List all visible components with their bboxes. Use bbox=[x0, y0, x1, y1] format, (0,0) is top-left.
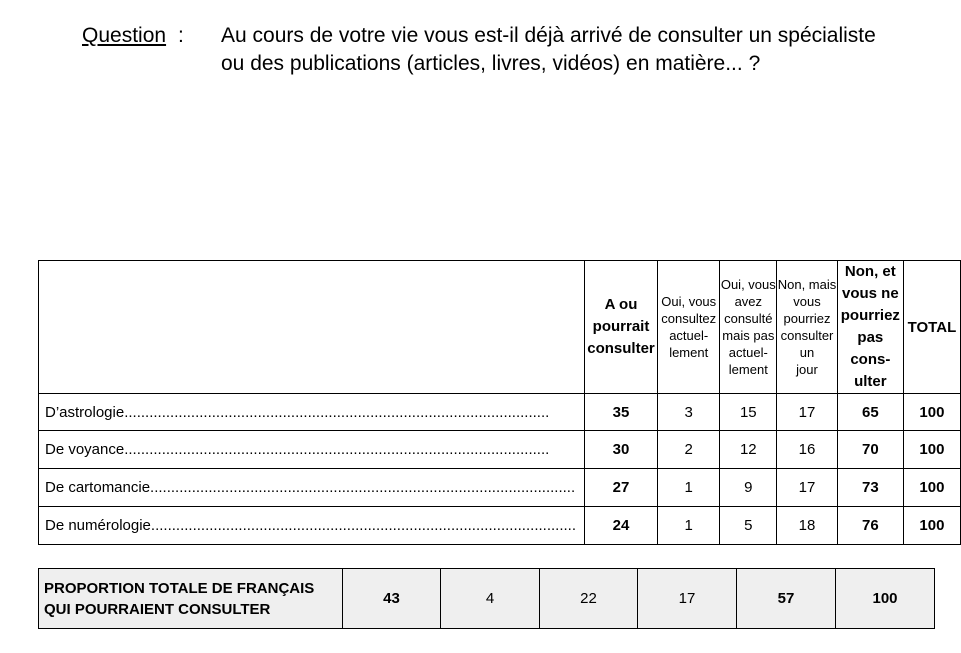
cell-value: 73 bbox=[836, 468, 904, 507]
total-row-label: PROPORTION TOTALE DE FRANÇAIS QUI POURRA… bbox=[38, 568, 343, 629]
cell-value: 12 bbox=[719, 430, 778, 469]
row-label: De numérologie bbox=[38, 506, 585, 545]
table-row: De cartomancie 27 1 9 17 73 100 bbox=[38, 468, 961, 507]
cell-value: 15 bbox=[719, 393, 778, 431]
total-cell-value: 22 bbox=[539, 568, 638, 629]
total-table: PROPORTION TOTALE DE FRANÇAIS QUI POURRA… bbox=[38, 568, 935, 629]
header-might-consult: Non, mais vous pourriez consulter un jou… bbox=[776, 260, 838, 394]
cell-value: 24 bbox=[584, 506, 658, 545]
header-line: lement bbox=[669, 345, 709, 360]
header-line: vous pourriez bbox=[783, 294, 831, 326]
results-table: A ou pourrait consulter Oui, vous consul… bbox=[38, 260, 961, 545]
cell-value: 1 bbox=[656, 468, 721, 507]
header-line: actuel- bbox=[669, 328, 709, 343]
cell-value: 16 bbox=[776, 430, 838, 469]
header-line: consultez bbox=[661, 311, 717, 326]
cell-value: 2 bbox=[656, 430, 721, 469]
cell-value: 30 bbox=[584, 430, 658, 469]
header-could-consult: A ou pourrait consulter bbox=[584, 260, 658, 394]
header-line: Non, et bbox=[844, 263, 896, 280]
row-label-text: D’astrologie bbox=[45, 403, 125, 421]
total-cell-value: 57 bbox=[736, 568, 836, 629]
table-row: D’astrologie 35 3 15 17 65 100 bbox=[38, 393, 961, 431]
total-row: PROPORTION TOTALE DE FRANÇAIS QUI POURRA… bbox=[38, 568, 935, 629]
header-corner bbox=[38, 260, 585, 394]
cell-value: 70 bbox=[836, 430, 904, 469]
total-label-line-2: QUI POURRAIENT CONSULTER bbox=[44, 600, 271, 618]
cell-value: 1 bbox=[656, 506, 721, 545]
header-line: Oui, vous bbox=[661, 294, 717, 309]
header-line: pourrait bbox=[592, 318, 650, 335]
question-colon: : bbox=[178, 24, 184, 47]
table-row: De numérologie 24 1 5 18 76 100 bbox=[38, 506, 961, 545]
cell-value: 27 bbox=[584, 468, 658, 507]
row-label-text: De cartomancie bbox=[45, 479, 151, 496]
header-line: jour bbox=[796, 362, 818, 377]
cell-value: 3 bbox=[656, 393, 721, 431]
header-total: TOTAL bbox=[902, 260, 961, 394]
leader-dots bbox=[124, 441, 576, 458]
header-line: Oui, vous bbox=[720, 277, 776, 292]
header-currently-consult: Oui, vous consultez actuel- lement bbox=[656, 260, 721, 394]
cell-value: 100 bbox=[902, 468, 961, 507]
row-label: De cartomancie bbox=[38, 468, 585, 507]
cell-value: 100 bbox=[902, 393, 961, 431]
header-row: A ou pourrait consulter Oui, vous consul… bbox=[38, 260, 961, 394]
table-row: De voyance 30 2 12 16 70 100 bbox=[38, 430, 961, 469]
total-cell-value: 43 bbox=[342, 568, 441, 629]
cell-value: 17 bbox=[776, 393, 838, 431]
question-label: Question bbox=[82, 24, 167, 47]
header-consulted-before: Oui, vous avez consulté mais pas actuel-… bbox=[719, 260, 778, 394]
header-line: vous ne bbox=[842, 285, 899, 302]
total-cell-value: 100 bbox=[835, 568, 935, 629]
row-label-text: De numérologie bbox=[45, 517, 151, 534]
cell-value: 65 bbox=[836, 393, 904, 431]
cell-value: 17 bbox=[776, 468, 838, 507]
cell-value: 35 bbox=[584, 393, 658, 431]
cell-value: 5 bbox=[719, 506, 778, 545]
header-line: consulter bbox=[587, 340, 655, 357]
header-line: A ou bbox=[604, 296, 638, 313]
row-label: D’astrologie bbox=[38, 393, 585, 431]
leader-dots bbox=[151, 517, 576, 534]
cell-value: 100 bbox=[902, 430, 961, 469]
total-cell-value: 4 bbox=[440, 568, 540, 629]
header-line: avez consulté bbox=[724, 294, 773, 326]
header-line: consulter un bbox=[780, 328, 834, 360]
question-line-2: ou des publications (articles, livres, v… bbox=[221, 52, 761, 75]
question-line-1: Au cours de votre vie vous est-il déjà a… bbox=[221, 24, 876, 47]
question-text: Au cours de votre vie vous est-il déjà a… bbox=[221, 22, 941, 78]
total-cell-value: 17 bbox=[637, 568, 737, 629]
header-line: TOTAL bbox=[907, 318, 957, 336]
leader-dots bbox=[124, 404, 576, 421]
row-label: De voyance bbox=[38, 430, 585, 469]
header-line: lement bbox=[728, 362, 768, 377]
cell-value: 76 bbox=[836, 506, 904, 545]
header-line: ulter bbox=[854, 373, 887, 390]
total-label-line-1: PROPORTION TOTALE DE FRANÇAIS bbox=[44, 579, 315, 597]
header-line: Non, mais bbox=[777, 277, 837, 292]
cell-value: 100 bbox=[902, 506, 961, 545]
header-would-not-consult: Non, et vous ne pourriez pas cons- ulter bbox=[836, 260, 904, 394]
header-line: actuel- bbox=[728, 345, 768, 360]
cell-value: 9 bbox=[719, 468, 778, 507]
header-line: pas cons- bbox=[850, 329, 891, 368]
header-line: pourriez bbox=[840, 307, 900, 324]
header-line: mais pas bbox=[722, 328, 775, 343]
leader-dots bbox=[150, 479, 576, 496]
cell-value: 18 bbox=[776, 506, 838, 545]
row-label-text: De voyance bbox=[45, 441, 125, 458]
